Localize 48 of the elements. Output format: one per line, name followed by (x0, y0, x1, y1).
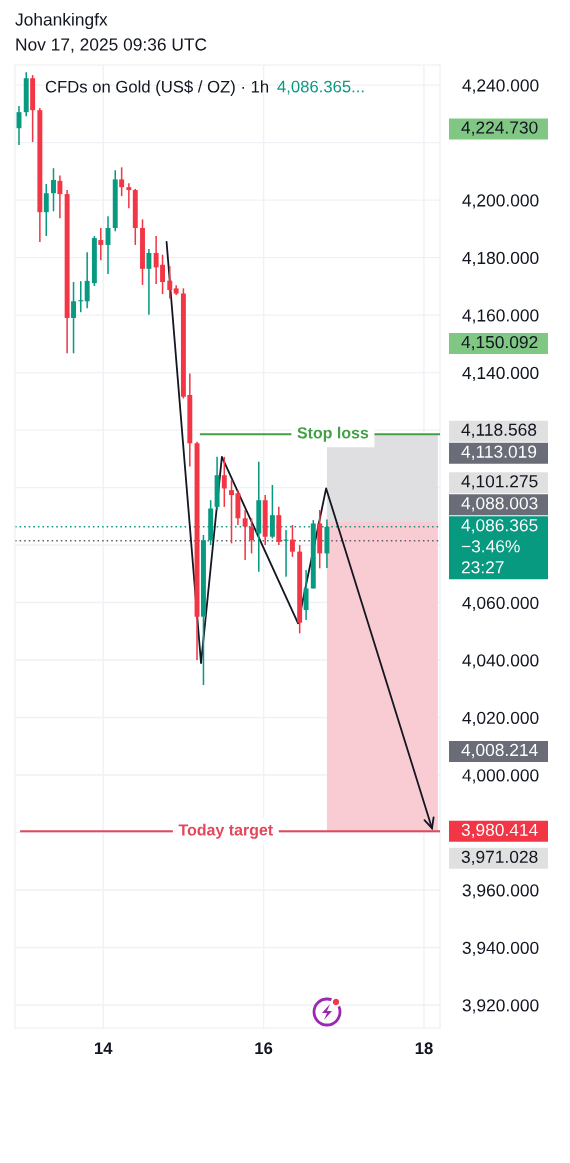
candlestick (167, 265, 173, 300)
y2-tick-label: 3,980.414 (461, 823, 538, 839)
y2-tick-label: 4,086.365 (461, 519, 538, 534)
y2-tick-label: 4,008.214 (461, 743, 538, 759)
candlestick (126, 182, 132, 209)
candlestick (57, 174, 63, 219)
y-tick-label: 4,240.000 (462, 79, 539, 94)
y-tick-label: 4,160.000 (462, 309, 539, 324)
y-tick-label: 4,060.000 (462, 596, 539, 612)
y-tick-label: 3,920.000 (462, 999, 539, 1014)
y-tick-label: 4,180.000 (462, 251, 539, 267)
y2-tick-label: 4,118.568 (461, 423, 537, 438)
candlestick (303, 569, 309, 621)
x-tick-label: 18 (415, 1042, 433, 1055)
y-tick-label: 4,040.000 (462, 654, 539, 669)
annotation: 4,086.365... (277, 80, 364, 95)
candlestick (221, 456, 227, 508)
ref-line-label: Today target (178, 823, 273, 839)
candlestick (146, 248, 152, 316)
candlestick (98, 227, 104, 261)
candlestick (119, 166, 125, 197)
y2-tick-label: 4,113.019 (461, 445, 537, 460)
text: 23:27 (461, 561, 504, 574)
text: 4,088.003 (461, 497, 538, 512)
annotation: CFDs on Gold (US$ / OZ) · 1h (45, 80, 269, 96)
x-tick-label: 14 (94, 1042, 113, 1054)
ref-line-label: Stop loss (297, 426, 369, 442)
y-tick-label: 3,960.000 (462, 884, 539, 899)
y-tick-label: 4,000.000 (462, 769, 539, 784)
candlestick (249, 517, 255, 555)
y-tick-label: 3,940.000 (462, 941, 539, 957)
candlestick (43, 183, 49, 237)
candlestick (289, 524, 295, 558)
candlestick (242, 509, 248, 561)
candlestick (71, 281, 76, 355)
candlestick (84, 251, 90, 309)
text: −3.46% (461, 540, 520, 553)
y-tick-label: 4,200.000 (462, 194, 539, 209)
candlestick (51, 167, 56, 213)
chart-subtitle: Nov 17, 2025 09:36 UTC (16, 38, 207, 53)
y-tick-label: 4,020.000 (462, 711, 539, 727)
chart-title: Johankingfx (15, 12, 108, 30)
y-tick-label: 4,140.000 (462, 366, 539, 382)
y2-tick-label: 4,150.092 (461, 335, 538, 351)
y2-tick-label: 3,971.028 (461, 850, 538, 866)
y2-tick-label: 4,224.730 (461, 121, 538, 136)
x-tick-label: 16 (255, 1042, 273, 1055)
y2-tick-label: 4,101.275 (461, 475, 538, 490)
